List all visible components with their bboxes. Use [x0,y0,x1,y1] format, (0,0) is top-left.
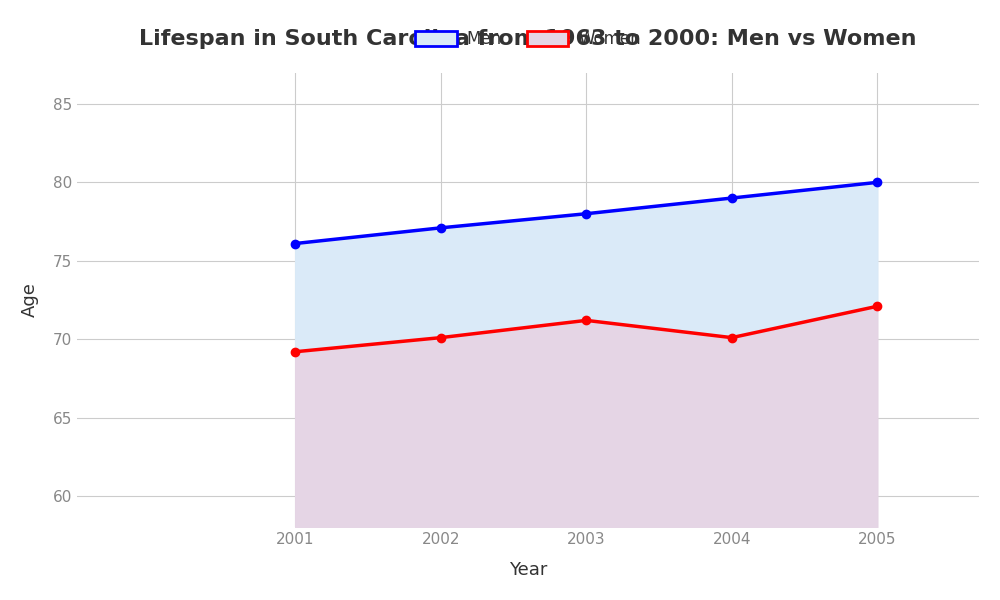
Legend: Men, Women: Men, Women [407,22,649,56]
Title: Lifespan in South Carolina from 1963 to 2000: Men vs Women: Lifespan in South Carolina from 1963 to … [139,29,917,49]
X-axis label: Year: Year [509,561,547,579]
Y-axis label: Age: Age [21,283,39,317]
